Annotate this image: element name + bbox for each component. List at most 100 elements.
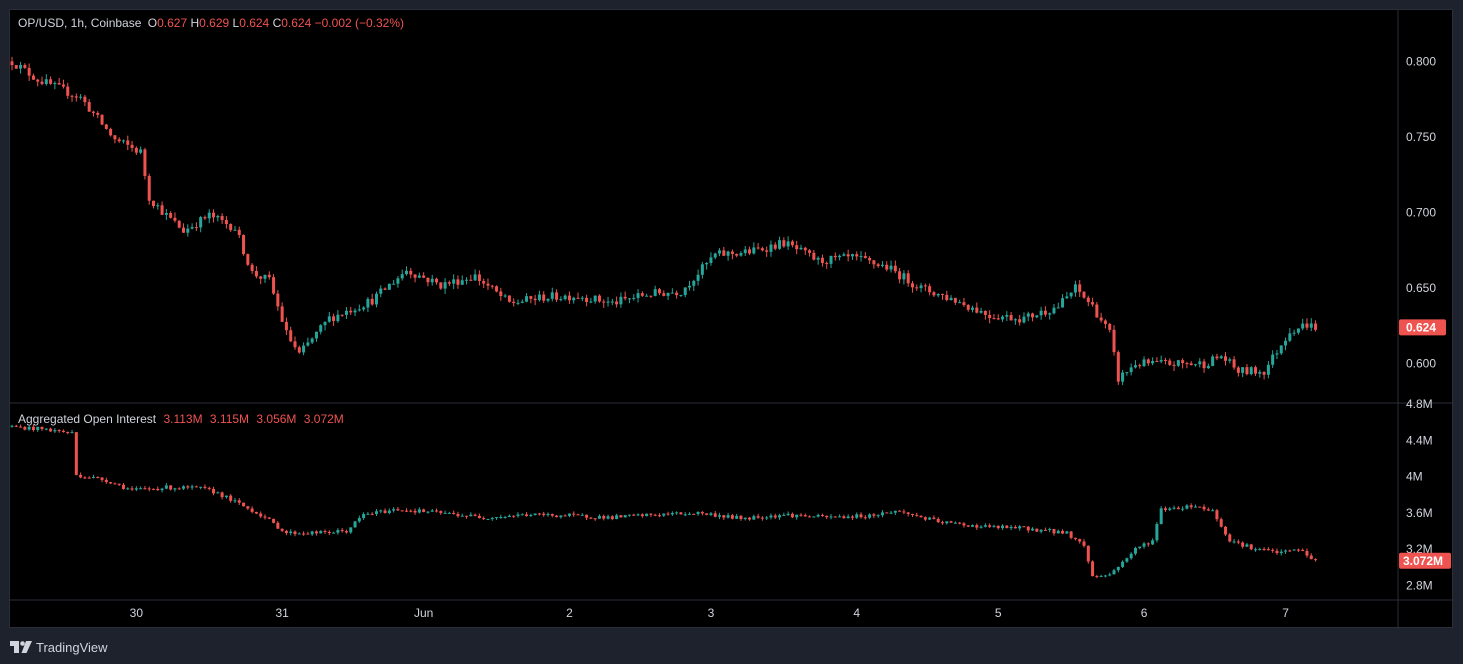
oi-candle-body (1151, 540, 1155, 545)
oi-candle-body (263, 516, 267, 518)
price-candle-body (357, 309, 361, 311)
oi-candle-body (10, 425, 14, 427)
price-candle-body (992, 318, 996, 320)
price-candle-body (1069, 292, 1073, 297)
oi-candle-body (237, 500, 241, 503)
price-candle-body (902, 273, 906, 280)
oi-candle-body (374, 511, 378, 514)
oi-candle-body (945, 521, 949, 524)
oi-candle-body (748, 517, 752, 520)
oi-candle-body (83, 477, 87, 479)
price-candle-body (730, 251, 734, 255)
price-candle-body (619, 296, 623, 305)
oi-candle-body (387, 510, 391, 514)
price-candle-body (392, 283, 396, 285)
tradingview-footer[interactable]: TradingView (10, 638, 108, 656)
price-candle-body (889, 265, 893, 270)
oi-candle-body (332, 532, 336, 534)
oi-candle-body (936, 518, 940, 523)
price-candle-body (443, 282, 447, 289)
oi-candle-body (529, 515, 533, 517)
price-candle-body (825, 262, 829, 264)
oi-candle-body (773, 515, 777, 518)
symbol-label[interactable]: OP/USD, 1h, Coinbase (18, 16, 142, 30)
chart-frame[interactable]: 0.800 0.750 0.700 0.650 0.600 4.8M 4.4M 4M 3.6M 3… (9, 9, 1454, 629)
oi-candle-body (66, 431, 70, 433)
oi-candle-body (1258, 548, 1262, 550)
oi-candle-body (1181, 508, 1185, 510)
price-candle-body (872, 260, 876, 265)
x-tick-label: 6 (1141, 606, 1148, 620)
price-candle-body (344, 310, 348, 315)
price-candle-body (400, 274, 404, 279)
oi-candle-body (923, 517, 927, 520)
price-candle-body (979, 310, 983, 313)
oi-candle-body (1039, 529, 1043, 532)
oi-candle-body (713, 513, 717, 517)
price-candle-body (593, 295, 597, 302)
oi-candle-body (820, 514, 824, 516)
oi-candle-body (572, 513, 576, 515)
oi-title[interactable]: Aggregated Open Interest (18, 412, 157, 426)
oi-candle-body (422, 509, 426, 513)
price-candle-body (374, 293, 378, 305)
oi-candle-body (756, 516, 760, 518)
open-label: O (147, 16, 158, 30)
price-candle-body (53, 83, 57, 85)
oi-candle-body (675, 512, 679, 514)
price-candle-body (61, 84, 65, 87)
oi-candle-body (1026, 526, 1030, 531)
oi-candle-body (1142, 543, 1146, 547)
oi-candle-body (379, 510, 383, 512)
oi-candle-body (1198, 506, 1202, 508)
price-candle-body (876, 264, 880, 267)
oi-candle-body (597, 515, 601, 519)
oi-candle-body (1211, 510, 1215, 512)
oi-candle-body (1031, 528, 1035, 531)
price-candle-body (100, 114, 104, 125)
oi-candle-body (469, 514, 473, 517)
price-candle-body (130, 144, 134, 148)
price-candle-body (177, 220, 181, 228)
oi-candle-body (1013, 526, 1017, 529)
oi-candle-body (495, 517, 499, 519)
oi-candle-body (580, 514, 584, 516)
oi-candle-body (250, 508, 254, 512)
price-candle-body (139, 149, 143, 153)
oi-candle-body (216, 492, 220, 494)
oi-candle-body (880, 512, 884, 516)
oi-candle-body (825, 515, 829, 518)
oi-candle-body (563, 515, 567, 517)
price-candle-body (657, 289, 661, 294)
price-candle-body (1262, 372, 1266, 375)
price-candle-body (1224, 356, 1228, 361)
price-candle-body (1314, 323, 1318, 330)
oi-candle-body (1061, 530, 1065, 534)
last-oi-label: 3.072M (1403, 554, 1443, 568)
price-candle-body (812, 252, 816, 260)
price-candle-body (104, 124, 108, 129)
price-candle-body (173, 217, 177, 221)
oi-candle-body (276, 522, 280, 529)
price-candle-body (537, 294, 541, 301)
oi-candle-body (370, 513, 374, 515)
price-candle-body (932, 292, 936, 296)
oi-candle-body (117, 483, 121, 485)
oi-candle-body (349, 527, 353, 533)
price-candle-body (1172, 364, 1176, 366)
price-candle-body (645, 295, 649, 297)
chart-canvas[interactable]: 0.800 0.750 0.700 0.650 0.600 4.8M 4.4M 4M 3.6M 3… (10, 10, 1454, 629)
oi-candle-body (533, 513, 537, 516)
oi-candle-body (718, 515, 722, 517)
price-candle-body (786, 241, 790, 247)
price-candle-body (1254, 367, 1258, 374)
oi-candle-body (910, 513, 914, 515)
oi-candle-body (1168, 508, 1172, 510)
price-tick-label: 0.600 (1406, 357, 1436, 371)
price-candle-body (1193, 364, 1197, 366)
oi-candle-body (186, 486, 190, 488)
price-candle-body (718, 250, 722, 254)
price-candle-body (842, 254, 846, 256)
price-candle-body (250, 264, 254, 271)
price-candle-body (435, 278, 439, 283)
